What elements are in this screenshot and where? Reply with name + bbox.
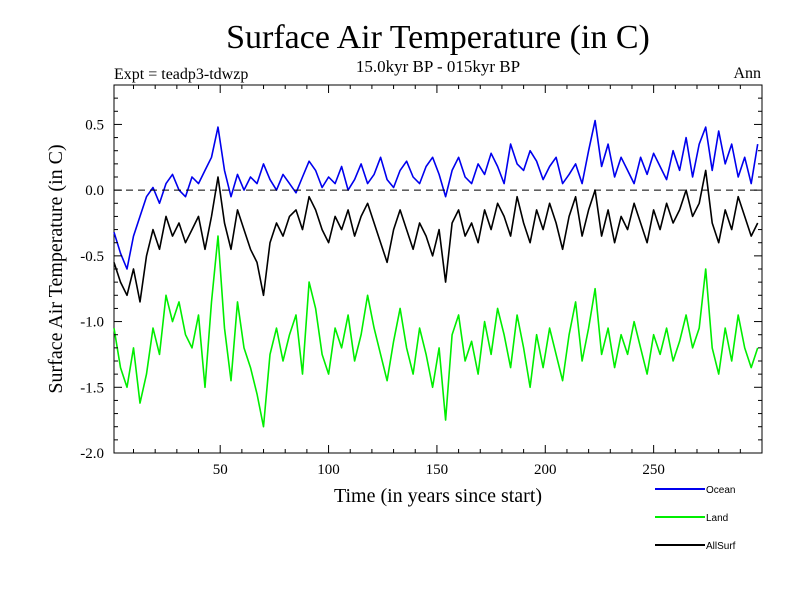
- legend-label-allsurf: AllSurf: [706, 541, 736, 552]
- legend-label-land: Land: [706, 513, 728, 524]
- x-tick-label: 50: [213, 462, 228, 478]
- plot-area: 50 100 150 200 250 -2.0 -1.5 -1.0 -0.5 0.0 0.5: [80, 84, 763, 478]
- period-label: Ann: [733, 65, 761, 82]
- legend-label-ocean: Ocean: [706, 485, 735, 496]
- x-axis-ticks: 50 100 150 200 250: [133, 85, 741, 478]
- series-line-allsurf: [113, 169, 759, 303]
- series-line-ocean: [113, 119, 759, 270]
- x-axis-label: Time (in years since start): [334, 485, 542, 507]
- x-tick-label: 100: [317, 462, 340, 478]
- experiment-label: Expt = teadp3-tdwzp: [114, 66, 248, 83]
- y-tick-label: -0.5: [80, 249, 104, 265]
- x-tick-label: 150: [426, 462, 449, 478]
- y-tick-label: 0.0: [85, 183, 104, 199]
- series-line-land: [113, 235, 759, 428]
- x-tick-label: 250: [642, 462, 665, 478]
- y-tick-label: -2.0: [80, 446, 104, 462]
- legend: Ocean Land AllSurf: [655, 485, 736, 552]
- chart-subtitle: 15.0kyr BP - 015kyr BP: [356, 57, 520, 76]
- y-tick-label: -1.0: [80, 315, 104, 331]
- y-tick-label: -1.5: [80, 380, 104, 396]
- y-axis-label: Surface Air Temperature (in C): [45, 144, 67, 393]
- y-axis-ticks: -2.0 -1.5 -1.0 -0.5 0.0 0.5: [80, 97, 762, 462]
- chart-title: Surface Air Temperature (in C): [226, 19, 650, 56]
- x-tick-label: 200: [534, 462, 557, 478]
- y-tick-label: 0.5: [85, 117, 104, 133]
- plot-frame: [113, 84, 763, 454]
- series-layer: [113, 119, 759, 428]
